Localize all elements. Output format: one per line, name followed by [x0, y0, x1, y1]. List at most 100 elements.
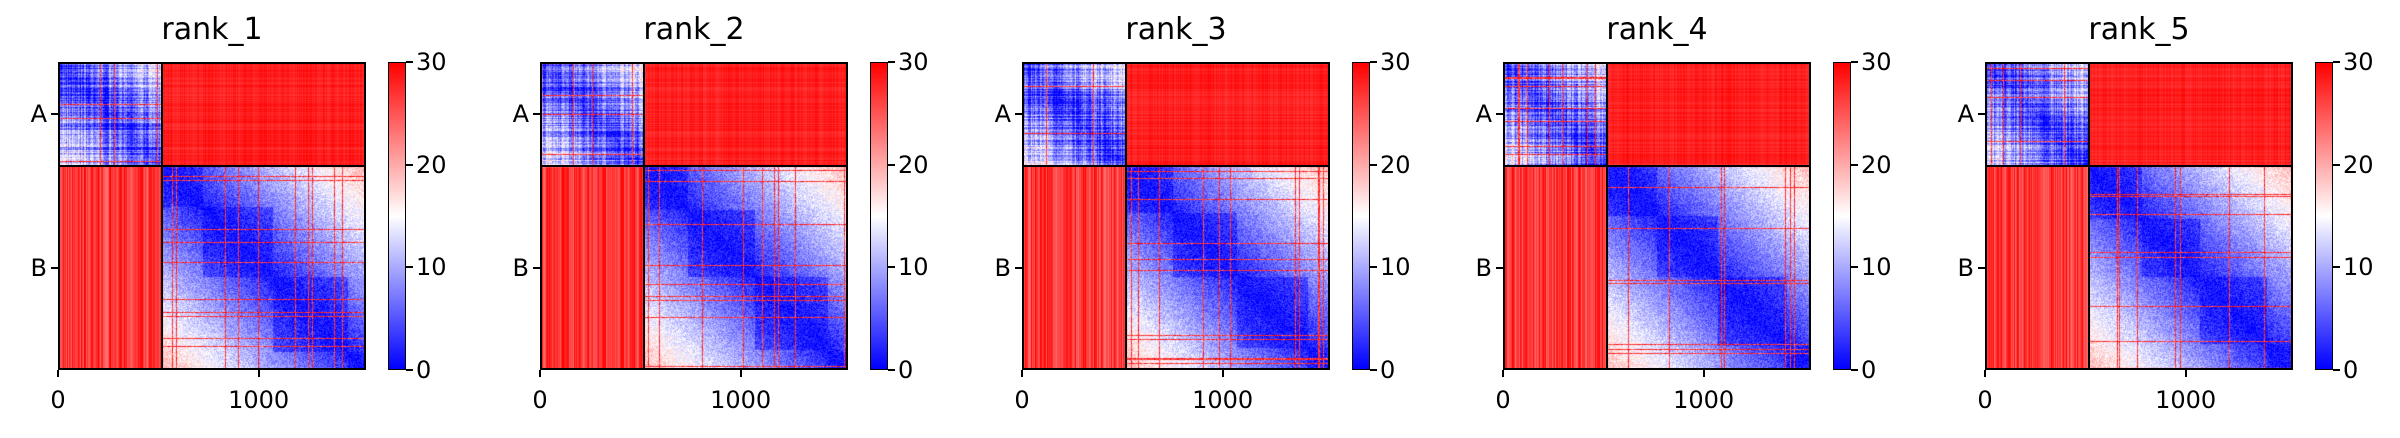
x-tick — [1502, 370, 1504, 377]
colorbar-tick — [1851, 369, 1858, 371]
x-tick — [2184, 370, 2187, 377]
colorbar-tick — [888, 61, 895, 63]
colorbar-tick — [888, 266, 895, 269]
x-tick-label: 1000 — [1192, 386, 1254, 414]
x-tick-label: 1000 — [228, 386, 290, 414]
y-tick-label-A: A — [1957, 100, 1974, 129]
chain-boundary-vertical — [643, 62, 646, 370]
colorbar-tick-label: 20 — [2343, 150, 2374, 179]
colorbar-tick-label: 20 — [1861, 150, 1892, 179]
colorbar — [1833, 62, 1851, 370]
x-tick — [539, 370, 541, 377]
colorbar-tick-label: 10 — [898, 253, 929, 282]
colorbar-tick-label: 0 — [898, 356, 914, 384]
colorbar-tick-label: 0 — [1380, 356, 1396, 384]
panel-title: rank_2 — [643, 12, 745, 47]
panel-title: rank_4 — [1606, 12, 1708, 47]
y-tick-label-B: B — [512, 254, 529, 283]
colorbar-tick-label: 0 — [2343, 356, 2359, 384]
y-tick-label-B: B — [1475, 254, 1492, 283]
colorbar — [870, 62, 888, 370]
chain-boundary-horizontal — [1985, 165, 2293, 168]
y-tick-label-A: A — [30, 100, 47, 129]
panel-title: rank_3 — [1125, 12, 1227, 47]
colorbar-tick-label: 30 — [898, 48, 929, 76]
y-tick — [1496, 267, 1503, 270]
y-tick — [51, 113, 58, 116]
colorbar-tick — [1370, 61, 1377, 63]
y-tick-label-B: B — [1957, 254, 1974, 283]
heatmap-cells — [1985, 62, 2293, 370]
x-tick-label: 0 — [1977, 386, 1993, 414]
chain-boundary-vertical — [2088, 62, 2091, 370]
colorbar-tick-label: 30 — [1861, 48, 1892, 76]
chain-boundary-vertical — [161, 62, 164, 370]
plot-frame — [58, 62, 366, 370]
x-tick — [739, 370, 742, 377]
colorbar-tick-label: 10 — [1861, 253, 1892, 282]
y-tick — [533, 267, 540, 270]
colorbar — [388, 62, 406, 370]
panel-title: rank_1 — [161, 12, 263, 47]
x-tick-label: 1000 — [710, 386, 772, 414]
x-tick — [1702, 370, 1705, 377]
heatmap-cells — [1503, 62, 1811, 370]
colorbar-tick — [1851, 61, 1858, 63]
colorbar-tick — [2333, 163, 2340, 166]
colorbar-tick — [2333, 266, 2340, 269]
y-tick-label-A: A — [1475, 100, 1492, 129]
colorbar-tick-label: 30 — [416, 48, 447, 76]
colorbar-tick-label: 10 — [416, 253, 447, 282]
colorbar-tick-label: 0 — [1861, 356, 1877, 384]
colorbar-tick-label: 20 — [416, 150, 447, 179]
x-tick — [1021, 370, 1023, 377]
y-tick — [1978, 113, 1985, 116]
x-tick-label: 0 — [50, 386, 66, 414]
x-tick-label: 0 — [1014, 386, 1030, 414]
colorbar — [1352, 62, 1370, 370]
heatmap-cells — [58, 62, 366, 370]
chain-boundary-horizontal — [1503, 165, 1811, 168]
plot-frame — [1503, 62, 1811, 370]
y-tick-label-B: B — [30, 254, 47, 283]
y-tick — [51, 267, 58, 270]
colorbar-tick — [1370, 369, 1377, 371]
x-tick — [1221, 370, 1224, 377]
plot-frame — [1985, 62, 2293, 370]
heatmap-cells — [1022, 62, 1330, 370]
colorbar-tick — [406, 163, 413, 166]
colorbar-tick — [1851, 266, 1858, 269]
colorbar-tick-label: 30 — [2343, 48, 2374, 76]
y-tick — [1015, 113, 1022, 116]
colorbar-tick — [2333, 61, 2340, 63]
colorbar-tick — [1370, 163, 1377, 166]
y-tick-label-B: B — [994, 254, 1011, 283]
colorbar-tick — [888, 369, 895, 371]
x-tick-label: 0 — [1495, 386, 1511, 414]
x-tick-label: 1000 — [1673, 386, 1735, 414]
pae-heatmap — [58, 62, 366, 370]
chain-boundary-horizontal — [58, 165, 366, 168]
pae-heatmap — [1985, 62, 2293, 370]
colorbar-tick-label: 20 — [898, 150, 929, 179]
chain-boundary-horizontal — [1022, 165, 1330, 168]
heatmap-cells — [540, 62, 848, 370]
y-tick — [1978, 267, 1985, 270]
colorbar-tick-label: 10 — [2343, 253, 2374, 282]
panel-title: rank_5 — [2088, 12, 2190, 47]
y-tick-label-A: A — [512, 100, 529, 129]
y-tick — [1496, 113, 1503, 116]
chain-boundary-vertical — [1125, 62, 1128, 370]
x-tick-label: 1000 — [2155, 386, 2217, 414]
pae-heatmap — [1503, 62, 1811, 370]
colorbar-tick — [2333, 369, 2340, 371]
y-tick — [533, 113, 540, 116]
y-tick — [1015, 267, 1022, 270]
y-tick-label-A: A — [994, 100, 1011, 129]
x-tick-label: 0 — [532, 386, 548, 414]
